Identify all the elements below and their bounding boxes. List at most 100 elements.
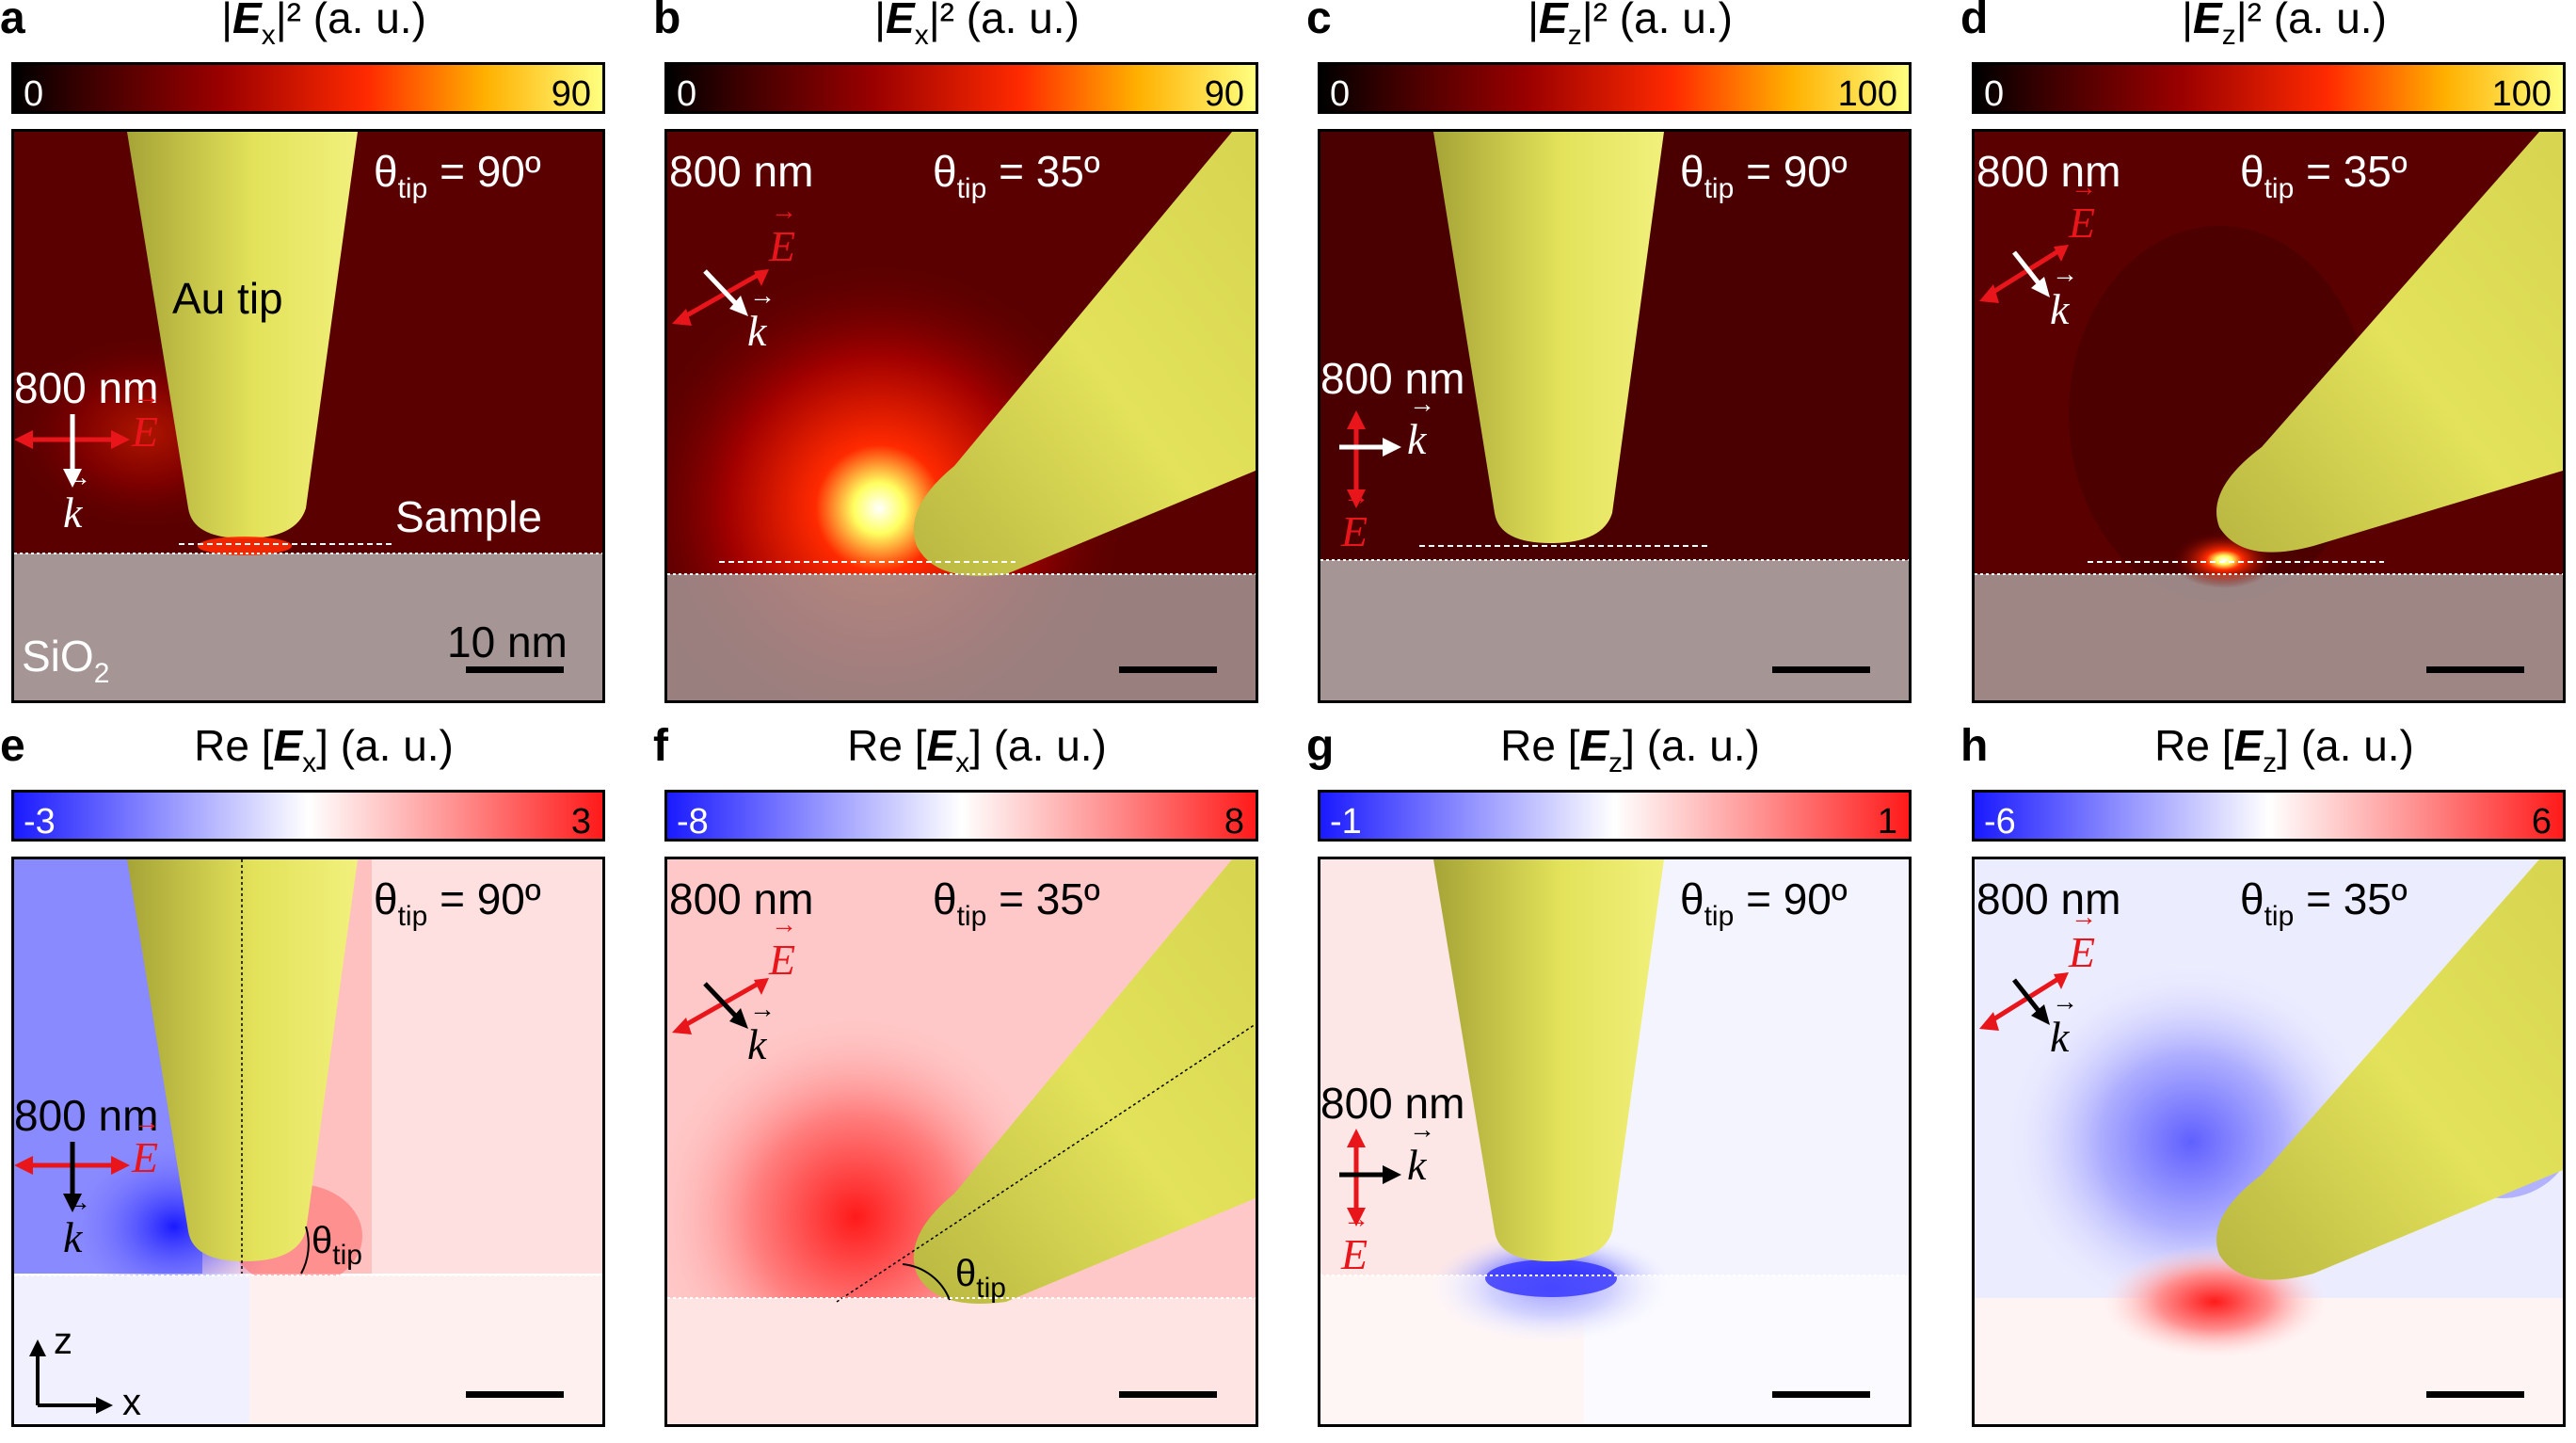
colorbar: -1 1 — [1318, 790, 1912, 842]
colorbar-min: -3 — [24, 802, 56, 842]
k-vector-label: k → — [63, 463, 91, 537]
colorbar: -3 3 — [11, 790, 605, 842]
theta-label: θtip = 90º — [374, 147, 541, 204]
theta-label: θtip = 90º — [1680, 874, 1848, 932]
field-svg — [1975, 132, 2563, 700]
panel-e: e Re [Ex] (a. u.) -3 3 — [0, 721, 644, 1443]
scalebar — [2426, 1391, 2524, 1398]
colorbar-max: 3 — [570, 802, 591, 842]
field-map: θtip = 90º 800 nm k → E → — [1318, 129, 1912, 703]
vector-arrow-icon: → — [771, 910, 797, 939]
e-vector-label: E → — [1341, 1205, 1369, 1278]
e-vector-label: E → — [769, 910, 797, 984]
substrate-label: SiO2 — [22, 632, 110, 689]
k-vector-label: k → — [2050, 260, 2078, 333]
field-svg — [1975, 859, 2563, 1424]
wavelength-label: 800 nm — [1976, 147, 2121, 196]
field-map: 800 nm θtip = 35º E → k → — [1972, 857, 2566, 1427]
colorbar-min: 0 — [1330, 74, 1351, 114]
axis-x-label: x — [122, 1382, 141, 1423]
colorbar-min: 0 — [677, 74, 697, 114]
vector-arrow-icon: → — [2052, 987, 2078, 1017]
panel-f: f Re [Ex] (a. u.) -8 8 800 nm θtip = 35º… — [653, 721, 1297, 1443]
e-vector-label: E → — [2069, 173, 2097, 247]
panel-h: h Re [Ez] (a. u.) -6 6 800 nm θtip = 35º… — [1960, 721, 2576, 1443]
theta-angle-label: θtip — [955, 1253, 1006, 1304]
colorbar-title: |Ez|² (a. u.) — [1528, 0, 1733, 51]
e-vector-label: E → — [769, 197, 797, 270]
e-vector-label: E → — [132, 382, 160, 456]
field-svg — [1320, 132, 1909, 700]
vector-arrow-icon: → — [2052, 260, 2078, 289]
colorbar-title: Re [Ex] (a. u.) — [194, 721, 454, 778]
field-svg — [667, 132, 1256, 700]
colorbar-max: 90 — [551, 74, 591, 114]
panel-label: f — [653, 721, 668, 771]
k-vector-label: k → — [747, 995, 776, 1068]
colorbar-min: 0 — [1984, 74, 2005, 114]
colorbar-max: 6 — [2531, 802, 2552, 842]
colorbar-min: 0 — [24, 74, 44, 114]
panel-c: c |Ez|² (a. u.) 0 100 θtip = 90º 800 nm … — [1306, 0, 1950, 715]
field-map: 800 nm θtip = 35º E → k → θtip — [664, 857, 1258, 1427]
panel-g: g Re [Ez] (a. u.) -1 1 θtip = 90º 800 nm… — [1306, 721, 1950, 1443]
theta-label: θtip = 90º — [1680, 147, 1848, 204]
colorbar-min: -6 — [1984, 802, 2016, 842]
colorbar-max: 100 — [1837, 74, 1897, 114]
colorbar-max: 90 — [1204, 74, 1244, 114]
theta-label: θtip = 35º — [2240, 874, 2408, 932]
colorbar-title: |Ex|² (a. u.) — [221, 0, 426, 51]
vector-arrow-icon: → — [771, 197, 797, 226]
colorbar-title: Re [Ex] (a. u.) — [847, 721, 1107, 778]
scalebar — [2426, 666, 2524, 673]
theta-label: θtip = 35º — [933, 874, 1100, 932]
vector-arrow-icon: → — [749, 281, 776, 311]
sample-label: Sample — [395, 492, 542, 541]
e-vector-label: E → — [132, 1108, 160, 1181]
panel-label: e — [0, 721, 25, 771]
vector-arrow-icon: → — [134, 1108, 160, 1137]
field-map: θtip = 90º 800 nm E → k → θtip z x — [11, 857, 605, 1427]
theta-label: θtip = 35º — [933, 147, 1100, 204]
vector-arrow-icon: → — [1343, 482, 1369, 511]
k-vector-label: k → — [2050, 987, 2078, 1061]
field-svg — [14, 132, 602, 700]
wavelength-label: 800 nm — [1320, 1079, 1465, 1128]
panel-d: d |Ez|² (a. u.) 0 100 800 nm θtip — [1960, 0, 2576, 715]
e-vector-label: E → — [2069, 903, 2097, 976]
wavelength-label: 800 nm — [1976, 874, 2121, 923]
panel-label: g — [1306, 721, 1335, 771]
wavelength-label: 800 nm — [669, 147, 814, 196]
k-vector-label: k → — [1407, 1115, 1435, 1189]
colorbar-title: Re [Ez] (a. u.) — [2154, 721, 2414, 778]
scalebar — [1119, 666, 1217, 673]
k-vector-label: k → — [747, 281, 776, 355]
panel-label: a — [0, 0, 25, 43]
scalebar — [1772, 1391, 1870, 1398]
vector-arrow-icon: → — [65, 1188, 91, 1217]
k-vector-label: k → — [63, 1188, 91, 1261]
e-vector-label: E → — [1341, 482, 1369, 555]
vector-arrow-icon: → — [1409, 1115, 1435, 1145]
panel-label: h — [1960, 721, 1989, 771]
colorbar-max: 1 — [1877, 802, 1897, 842]
vector-arrow-icon: → — [749, 995, 776, 1024]
vector-arrow-icon: → — [1409, 390, 1435, 419]
scalebar — [466, 666, 564, 673]
panel-label: d — [1960, 0, 1989, 43]
colorbar-title: |Ex|² (a. u.) — [874, 0, 1080, 51]
colorbar: 0 100 — [1972, 62, 2566, 114]
colorbar-title: Re [Ez] (a. u.) — [1500, 721, 1760, 778]
panel-b: b |Ex|² (a. u.) 0 90 800 nm θtip = 35º — [653, 0, 1297, 715]
colorbar: -8 8 — [664, 790, 1258, 842]
vector-arrow-icon: → — [1343, 1205, 1369, 1234]
field-map: θtip = 90º Au tip 800 nm E → k → Sample Si… — [11, 129, 605, 703]
panel-label: b — [653, 0, 681, 43]
k-vector-label: k → — [1407, 390, 1435, 463]
field-map: 800 nm θtip = 35º E → k → — [664, 129, 1258, 703]
panel-label: c — [1306, 0, 1332, 43]
wavelength-label: 800 nm — [14, 1091, 159, 1140]
wavelength-label: 800 nm — [1320, 354, 1465, 403]
colorbar-min: -1 — [1330, 802, 1362, 842]
axis-z-label: z — [54, 1321, 72, 1362]
